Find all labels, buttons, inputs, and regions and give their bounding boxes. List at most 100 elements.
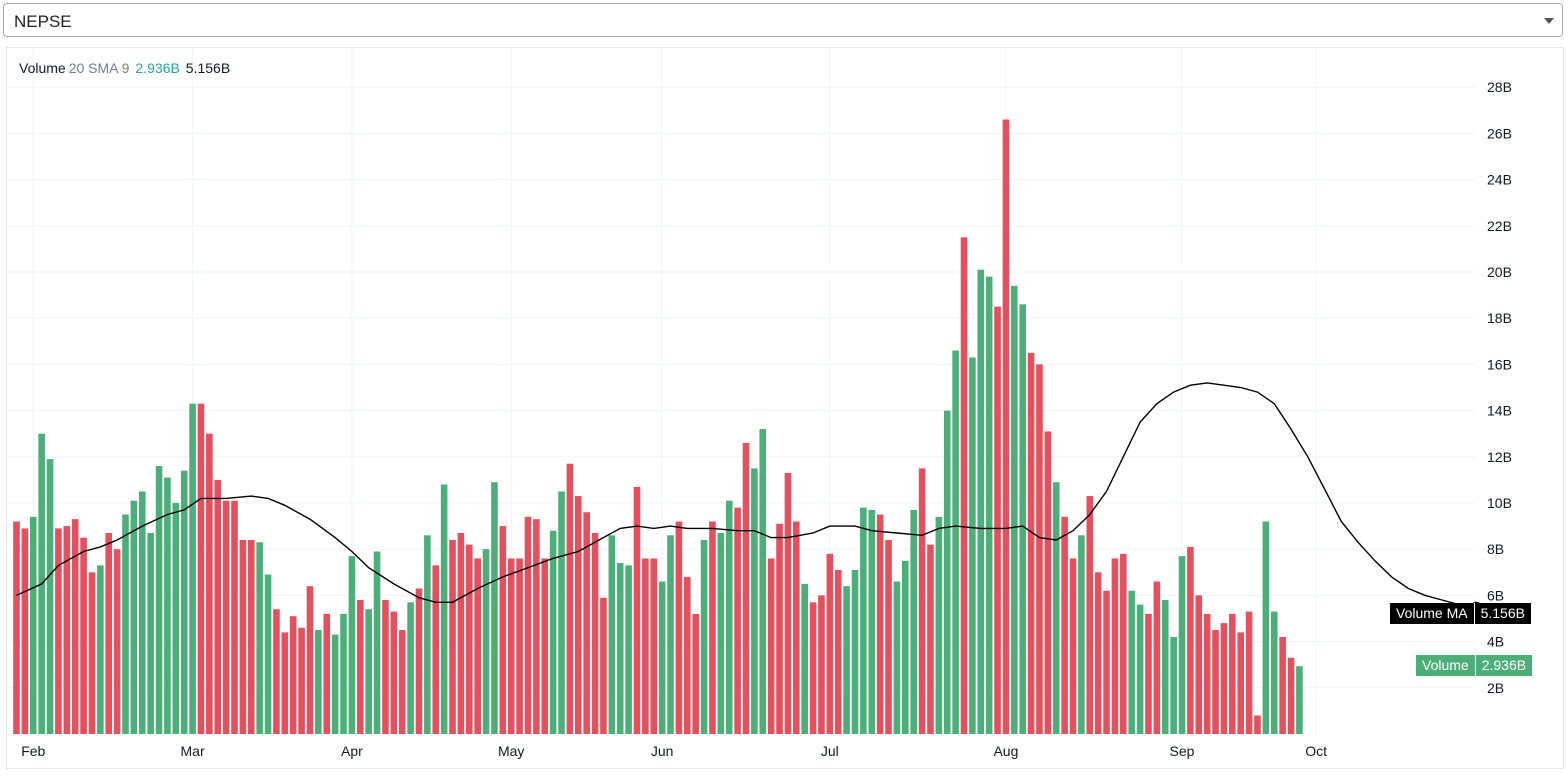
volume-bar: [1027, 352, 1035, 734]
volume-bar: [1212, 630, 1219, 734]
volume-bar: [533, 519, 540, 734]
chevron-down-icon[interactable]: [1544, 18, 1554, 24]
volume-bar: [474, 558, 481, 734]
volume-bar: [734, 507, 741, 734]
volume-bar: [306, 586, 314, 734]
volume-bar: [759, 429, 767, 734]
volume-price-tag: Volume 2.936B: [1416, 655, 1533, 676]
volume-bar: [298, 627, 305, 734]
volume-bar: [507, 558, 515, 734]
volume-bar: [373, 551, 381, 734]
volume-bar: [222, 500, 230, 734]
symbol-select[interactable]: NEPSE: [3, 3, 1563, 37]
volume-bar: [80, 537, 87, 734]
volume-bar: [214, 479, 222, 734]
legend-volume-value: 2.936B: [135, 60, 180, 76]
volume-bar: [155, 466, 163, 734]
x-tick-label: Oct: [1305, 743, 1327, 759]
volume-bar: [331, 634, 339, 734]
x-tick-label: Jun: [651, 743, 674, 759]
volume-bar: [1044, 431, 1052, 734]
volume-bar: [46, 459, 54, 734]
volume-bar: [625, 565, 632, 734]
volume-bar: [71, 519, 79, 734]
volume-bar: [851, 569, 859, 734]
volume-bar: [1262, 521, 1270, 734]
volume-bar: [818, 595, 825, 734]
y-tick-label: 28B: [1487, 79, 1512, 95]
volume-bar: [29, 516, 37, 734]
volume-bar: [130, 500, 138, 734]
volume-bar: [499, 526, 507, 734]
y-tick-label: 24B: [1487, 172, 1512, 188]
volume-bar: [709, 521, 716, 734]
chart-legend: Volume 20 SMA 9 2.936B 5.156B: [19, 60, 230, 76]
volume-bar: [348, 556, 356, 734]
volume-bar: [927, 544, 934, 734]
volume-bar: [465, 544, 473, 734]
volume-bar: [1245, 611, 1253, 734]
volume-bar: [868, 509, 876, 734]
volume-bar: [675, 521, 683, 734]
volume-bar: [633, 486, 641, 734]
volume-bar: [725, 500, 733, 734]
volume-bar: [566, 463, 574, 734]
volume-bar: [1094, 572, 1102, 734]
volume-ma-price-tag: Volume MA 5.156B: [1390, 603, 1531, 624]
volume-bar: [1145, 613, 1152, 734]
volume-bar: [650, 558, 658, 734]
volume-bar: [717, 533, 725, 734]
volume-bar: [558, 491, 565, 734]
volume-bar: [1128, 590, 1136, 734]
y-tick-label: 14B: [1487, 403, 1512, 419]
volume-bar: [1237, 632, 1245, 734]
volume-bar: [902, 560, 909, 734]
volume-bar: [985, 276, 993, 734]
volume-bar: [1036, 364, 1043, 734]
volume-bar: [642, 558, 649, 734]
volume-ma-tag-label: Volume MA: [1396, 605, 1468, 621]
volume-bar: [960, 237, 968, 734]
volume-bar: [616, 563, 624, 734]
volume-bar: [340, 613, 347, 734]
volume-bar: [516, 558, 523, 734]
volume-bar: [97, 565, 104, 734]
volume-bar: [239, 539, 247, 734]
legend-name: Volume: [19, 60, 66, 76]
volume-bar: [742, 442, 750, 734]
volume-bar: [1136, 604, 1144, 734]
volume-bar: [281, 632, 289, 734]
y-tick-label: 2B: [1487, 680, 1504, 696]
chart-panel[interactable]: 2B 4B 6B 8B 10B 12B 14B 16B 18B 20B 22B 24B 26B 28B Fe…: [6, 47, 1564, 769]
volume-bar: [382, 600, 389, 734]
y-tick-label: 22B: [1487, 218, 1512, 234]
volume-bar: [1019, 304, 1026, 734]
volume-bar: [356, 600, 364, 734]
volume-bar: [1203, 613, 1211, 734]
x-tick-label: Apr: [341, 743, 363, 759]
volume-bar: [1061, 516, 1068, 734]
volume-bar: [457, 533, 465, 734]
x-tick-label: Aug: [993, 743, 1018, 759]
volume-bar: [21, 528, 29, 734]
volume-bar: [197, 403, 205, 734]
volume-tag-value: 2.936B: [1474, 655, 1532, 676]
volume-bar: [231, 500, 238, 734]
volume-bar: [1254, 715, 1261, 734]
volume-bar: [189, 403, 196, 734]
volume-bar: [289, 616, 297, 734]
volume-bar: [138, 491, 146, 734]
y-tick-label: 12B: [1487, 449, 1512, 465]
y-tick-label: 18B: [1487, 310, 1512, 326]
volume-bar: [147, 533, 154, 734]
volume-bar: [323, 613, 331, 734]
volume-bar: [13, 521, 20, 734]
y-tick-label: 10B: [1487, 495, 1512, 511]
volume-bar: [63, 526, 71, 734]
volume-bar: [1078, 535, 1085, 734]
volume-bar: [449, 539, 456, 734]
symbol-select-value: NEPSE: [14, 12, 72, 31]
volume-chart[interactable]: 2B 4B 6B 8B 10B 12B 14B 16B 18B 20B 22B 24B 26B 28B Fe…: [7, 48, 1563, 768]
volume-bar: [256, 542, 263, 734]
volume-bar: [935, 516, 943, 734]
